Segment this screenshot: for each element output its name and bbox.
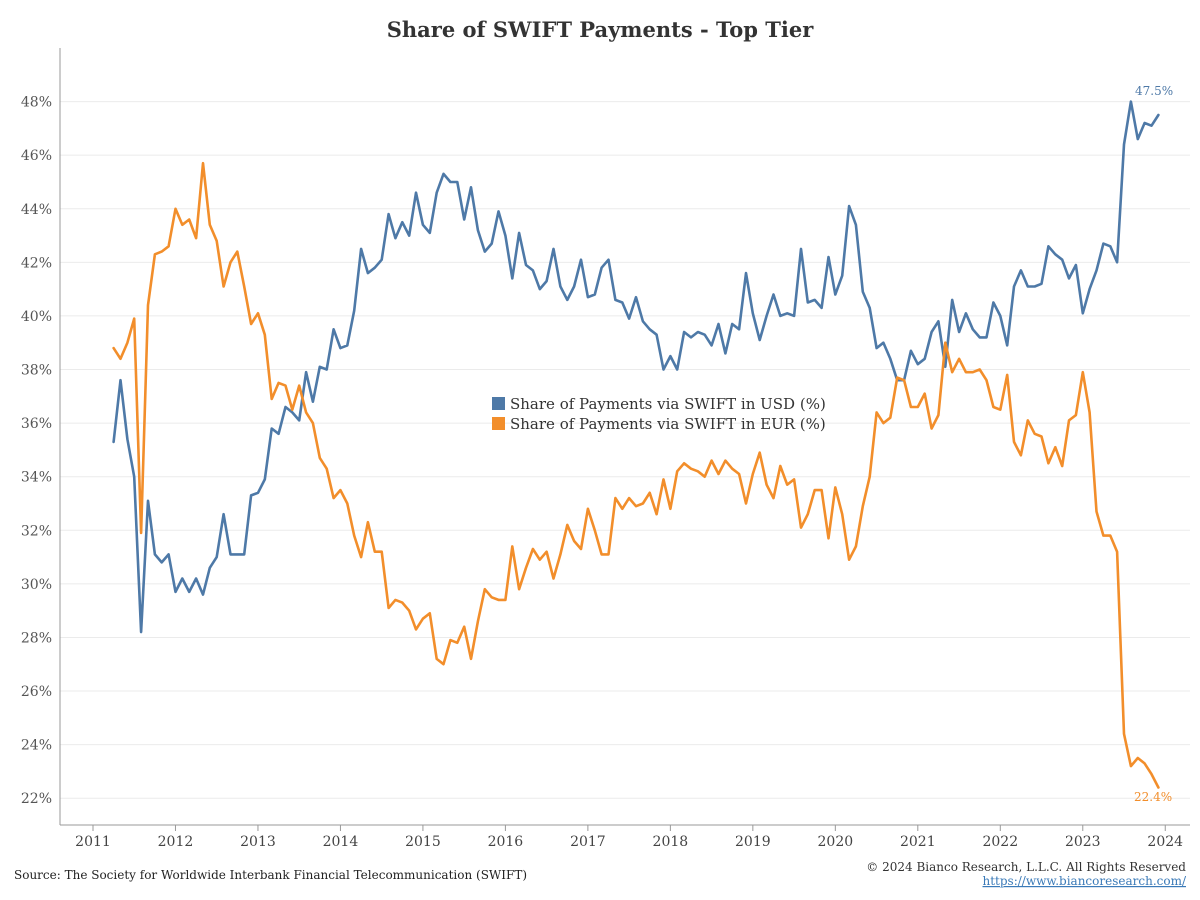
eur-end-label: 22.4% <box>1134 790 1172 804</box>
legend-label-eur: Share of Payments via SWIFT in EUR (%) <box>510 415 826 433</box>
gridlines <box>60 101 1190 799</box>
x-tick-label: 2024 <box>1147 834 1183 850</box>
y-tick-label: 38% <box>21 363 52 379</box>
y-tick-label: 46% <box>21 148 52 164</box>
x-tick-label: 2022 <box>982 834 1018 850</box>
x-tick-label: 2023 <box>1065 834 1101 850</box>
y-tick-label: 36% <box>21 416 52 432</box>
x-tick-label: 2013 <box>240 834 276 850</box>
x-axis-ticks: 2011 2012 2013 2014 2015 2016 2017 2018 2019 2020… <box>75 825 1183 850</box>
usd-end-label: 47.5% <box>1135 84 1173 98</box>
y-tick-label: 34% <box>21 470 52 486</box>
x-tick-label: 2011 <box>75 834 111 850</box>
x-tick-label: 2015 <box>405 834 441 850</box>
y-tick-label: 32% <box>21 523 52 539</box>
legend-item-usd: Share of Payments via SWIFT in USD (%) <box>492 395 826 413</box>
x-tick-label: 2018 <box>653 834 689 850</box>
y-tick-label: 26% <box>21 684 52 700</box>
website-link[interactable]: https://www.biancoresearch.com/ <box>982 874 1186 888</box>
y-tick-label: 42% <box>21 255 52 271</box>
x-tick-label: 2014 <box>323 834 359 850</box>
x-tick-label: 2016 <box>488 834 524 850</box>
y-tick-label: 30% <box>21 577 52 593</box>
y-tick-label: 24% <box>21 738 52 754</box>
legend-label-usd: Share of Payments via SWIFT in USD (%) <box>510 395 826 413</box>
x-tick-label: 2017 <box>570 834 606 850</box>
legend-item-eur: Share of Payments via SWIFT in EUR (%) <box>492 415 826 433</box>
series-lines <box>112 100 1160 789</box>
axes <box>59 48 1190 826</box>
x-tick-label: 2019 <box>735 834 771 850</box>
y-tick-label: 28% <box>21 630 52 646</box>
legend-swatch-eur <box>492 417 505 430</box>
y-tick-label: 22% <box>21 791 52 807</box>
legend-swatch-usd <box>492 397 505 410</box>
y-tick-label: 40% <box>21 309 52 325</box>
x-tick-label: 2020 <box>818 834 854 850</box>
legend: Share of Payments via SWIFT in USD (%) S… <box>492 395 826 433</box>
copyright-note: © 2024 Bianco Research, L.L.C. All Right… <box>866 860 1186 874</box>
x-tick-label: 2012 <box>158 834 194 850</box>
source-note: Source: The Society for Worldwide Interb… <box>14 868 527 882</box>
x-tick-label: 2021 <box>900 834 936 850</box>
y-tick-label: 44% <box>21 202 52 218</box>
y-tick-label: 48% <box>21 95 52 111</box>
chart-title: Share of SWIFT Payments - Top Tier <box>387 17 814 42</box>
y-axis-ticks: 22% 24% 26% 28% 30% 32% 34% 36% 38% 40% 42% 44% 46% 4… <box>21 95 52 808</box>
eur-series-line <box>112 161 1160 789</box>
usd-series-line <box>112 100 1160 634</box>
